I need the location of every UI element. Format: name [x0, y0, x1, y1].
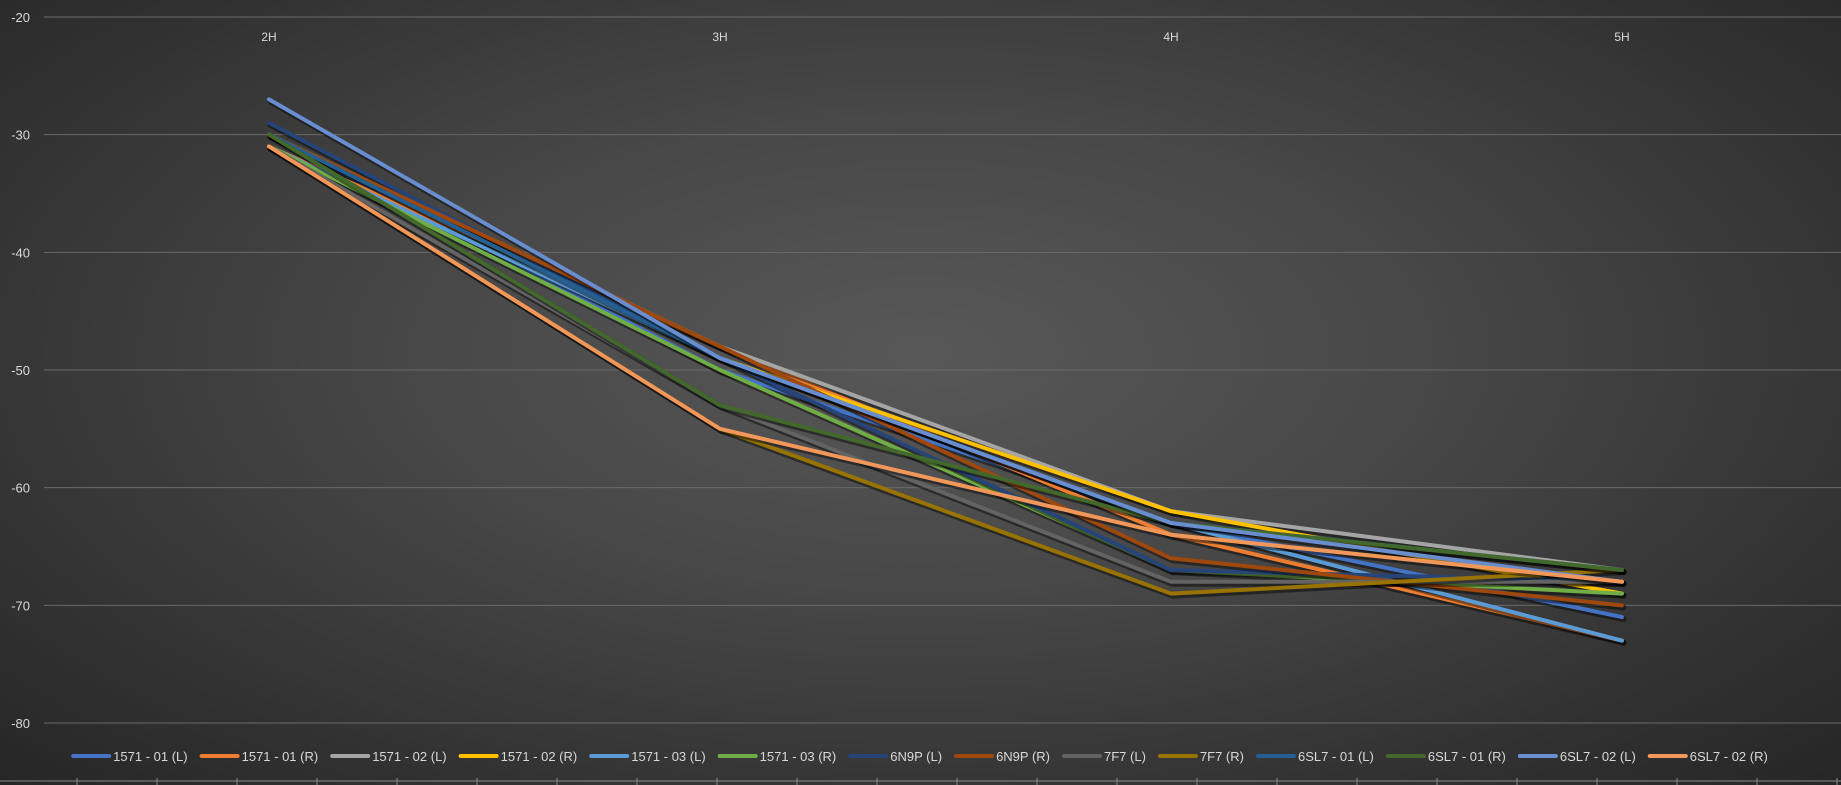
y-tick-label: -70: [11, 598, 30, 613]
series-line-shadow: [267, 133, 1627, 599]
legend-label: 1571 - 03 (L): [631, 749, 705, 764]
series-line-shadow: [267, 133, 1627, 576]
legend-label: 1571 - 01 (L): [113, 749, 187, 764]
gridlines: [44, 16, 1841, 724]
legend-label: 1571 - 03 (R): [760, 749, 837, 764]
series-line: [267, 144, 1624, 584]
series-line-shadow: [267, 133, 1627, 576]
legend-item[interactable]: 6SL7 - 02 (R): [1647, 749, 1768, 764]
legend-label: 6SL7 - 01 (L): [1298, 749, 1374, 764]
series-line: [267, 132, 1624, 573]
legend-item[interactable]: 6SL7 - 02 (L): [1517, 749, 1636, 764]
legend-label: 1571 - 02 (L): [372, 749, 446, 764]
legend: 1571 - 01 (L) 1571 - 01 (R) 1571 - 02 (L) 1…: [71, 749, 1768, 764]
y-tick-label: -20: [11, 10, 30, 25]
x-category-label: 3H: [712, 30, 727, 44]
series-line: [267, 144, 1624, 643]
legend-item[interactable]: 6SL7 - 01 (R): [1385, 749, 1506, 764]
legend-item[interactable]: 1571 - 01 (L): [71, 749, 188, 764]
series-line: [267, 132, 1624, 573]
series-lines: [267, 97, 1627, 646]
bottom-axis-ticks: [0, 778, 1841, 785]
y-tick-label: -30: [11, 128, 30, 143]
series-line: [267, 132, 1624, 573]
legend-label: 6SL7 - 01 (R): [1428, 749, 1506, 764]
series-line: [267, 97, 1624, 584]
legend-item[interactable]: 1571 - 02 (R): [458, 749, 578, 764]
legend-label: 6N9P (L): [890, 749, 942, 764]
series-line-shadow: [267, 145, 1627, 646]
series-line: [267, 132, 1624, 596]
legend-label: 6SL7 - 02 (R): [1690, 749, 1768, 764]
legend-item[interactable]: 1571 - 03 (L): [589, 749, 706, 764]
x-category-label: 4H: [1163, 30, 1178, 44]
series-line: [267, 144, 1624, 643]
series-line-shadow: [267, 133, 1627, 611]
legend-item[interactable]: 6N9P (L): [848, 749, 942, 764]
legend-label: 6N9P (R): [996, 749, 1050, 764]
legend-item[interactable]: 7F7 (R): [1157, 749, 1244, 764]
legend-label: 1571 - 02 (R): [501, 749, 578, 764]
legend-item[interactable]: 6N9P (R): [954, 749, 1050, 764]
x-category-label: 5H: [1614, 30, 1629, 44]
series-line: [267, 144, 1624, 584]
legend-item[interactable]: 1571 - 03 (R): [717, 749, 837, 764]
series-line-shadow: [267, 145, 1627, 587]
legend-label: 6SL7 - 02 (L): [1560, 749, 1636, 764]
x-axis: 2H 3H 4H 5H: [261, 30, 1629, 44]
legend-label: 1571 - 01 (R): [242, 749, 319, 764]
x-category-label: 2H: [261, 30, 276, 44]
y-tick-label: -60: [11, 481, 30, 496]
series-line-shadow: [267, 145, 1627, 646]
series-line-shadow: [267, 133, 1627, 576]
legend-item[interactable]: 6SL7 - 01 (L): [1255, 749, 1374, 764]
legend-item[interactable]: 1571 - 01 (R): [199, 749, 319, 764]
series-line-shadow: [267, 145, 1627, 587]
legend-item[interactable]: 1571 - 02 (L): [330, 749, 447, 764]
y-tick-label: -40: [11, 245, 30, 260]
y-tick-label: -80: [11, 716, 30, 731]
legend-label: 7F7 (L): [1104, 749, 1146, 764]
legend-label: 7F7 (R): [1200, 749, 1244, 764]
y-axis: -20 -30 -40 -50 -60 -70 -80: [11, 10, 30, 731]
legend-item[interactable]: 7F7 (L): [1062, 749, 1146, 764]
y-tick-label: -50: [11, 363, 30, 378]
